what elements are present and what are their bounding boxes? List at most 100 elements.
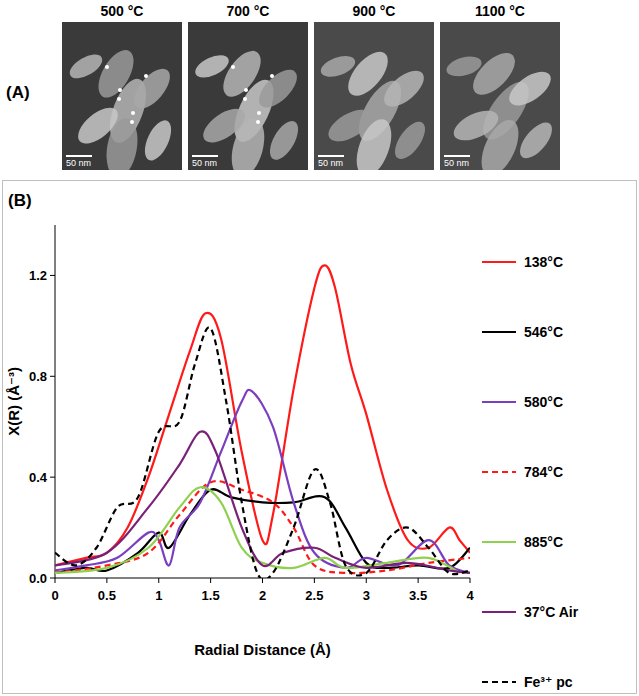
dot xyxy=(130,120,134,124)
panel-letter: (A) xyxy=(6,83,30,102)
particle xyxy=(350,115,398,170)
particle xyxy=(474,114,526,170)
dot xyxy=(231,65,235,69)
x-tick xyxy=(314,578,315,583)
image-title: 500 °C xyxy=(101,3,144,19)
series-line xyxy=(55,431,470,573)
image-title: 700 °C xyxy=(227,3,270,19)
scale-bar xyxy=(66,155,92,157)
plot-area xyxy=(55,265,470,578)
legend-label: 580°C xyxy=(524,394,563,410)
dot xyxy=(118,88,122,92)
x-tick xyxy=(366,578,367,583)
y-tick-label: 0.4 xyxy=(29,470,48,485)
dot xyxy=(257,111,261,115)
y-tick xyxy=(50,578,55,579)
scale-bar xyxy=(192,155,218,157)
particle xyxy=(444,53,483,79)
image-content xyxy=(318,45,431,170)
legend-label: 37°C Air xyxy=(524,604,579,620)
particle xyxy=(389,117,431,164)
legend-swatch xyxy=(482,331,516,333)
particle xyxy=(253,63,304,114)
legend-swatch xyxy=(482,471,516,473)
particle xyxy=(264,117,304,165)
particle xyxy=(102,116,142,170)
particle xyxy=(514,117,558,163)
image-content xyxy=(444,46,558,170)
series-line xyxy=(55,489,470,573)
y-tick-label: 0.0 xyxy=(29,571,47,586)
scale-bar xyxy=(444,155,470,157)
x-tick-label: 2.5 xyxy=(305,588,323,603)
y-tick-label: 1.2 xyxy=(29,268,47,283)
legend-label: 784°C xyxy=(524,464,563,480)
figure: (A) 500 °C 50 nm 700 °C 50 nm 900 °C 50 nm 1100… xyxy=(0,0,639,696)
x-tick-label: 2 xyxy=(259,588,266,603)
y-tick xyxy=(50,376,55,377)
legend-swatch xyxy=(482,541,516,543)
y-axis-title: X(R) (Å⁻³) xyxy=(5,367,22,436)
legend-label: 546°C xyxy=(524,324,563,340)
y-tick xyxy=(50,275,55,276)
image-title: 900 °C xyxy=(353,3,396,19)
particle xyxy=(318,52,358,81)
dot xyxy=(256,120,260,124)
scale-bar-label: 50 nm xyxy=(192,158,217,168)
dot xyxy=(270,74,274,78)
x-tick xyxy=(210,578,211,583)
x-tick-label: 4 xyxy=(466,588,474,603)
legend-label: 138°C xyxy=(524,254,563,270)
image-content xyxy=(192,45,304,170)
particle xyxy=(504,65,557,112)
image-title: 1100 °C xyxy=(475,3,525,19)
dot xyxy=(105,65,109,69)
legend-label: 885°C xyxy=(524,534,563,550)
particle xyxy=(139,116,176,164)
x-tick xyxy=(106,578,107,583)
legend-swatch xyxy=(482,261,516,263)
axes: 0.00.40.81.200.511.522.533.54Radial Dist… xyxy=(5,225,474,658)
particle xyxy=(192,51,232,82)
micrograph xyxy=(314,22,434,181)
legend-label: Fe³⁺ pc xyxy=(524,674,573,690)
x-tick xyxy=(418,578,419,583)
particle xyxy=(226,115,270,170)
micrograph xyxy=(440,22,560,181)
micrograph xyxy=(188,22,308,181)
y-tick xyxy=(50,477,55,478)
x-tick-label: 1 xyxy=(155,588,162,603)
panel-frame xyxy=(3,181,637,694)
dot xyxy=(244,88,248,92)
x-tick xyxy=(158,578,159,583)
particle xyxy=(128,63,177,115)
micrograph xyxy=(62,22,182,180)
y-axis xyxy=(55,225,56,578)
legend-swatch xyxy=(482,401,516,403)
x-tick-label: 0.5 xyxy=(98,588,116,603)
scale-bar-label: 50 nm xyxy=(318,158,343,168)
series-line xyxy=(55,390,470,573)
y-tick-label: 0.8 xyxy=(29,369,47,384)
particle xyxy=(66,50,106,83)
series-line xyxy=(55,265,470,565)
dot xyxy=(144,74,148,78)
x-tick-label: 3 xyxy=(363,588,370,603)
x-tick xyxy=(262,578,263,583)
x-axis-title: Radial Distance (Å) xyxy=(194,641,331,658)
image-content xyxy=(66,44,177,170)
dot xyxy=(131,111,135,115)
legend-swatch xyxy=(482,611,516,613)
scale-bar-label: 50 nm xyxy=(66,158,91,168)
legend-swatch xyxy=(482,681,516,683)
panel-letter: (B) xyxy=(8,191,32,210)
scale-bar xyxy=(318,155,344,157)
x-tick xyxy=(55,578,56,583)
dot xyxy=(117,97,121,101)
x-tick-label: 0 xyxy=(51,588,58,603)
scale-bar-label: 50 nm xyxy=(444,158,469,168)
x-tick-label: 3.5 xyxy=(409,588,427,603)
series-line xyxy=(55,327,470,578)
particle xyxy=(378,64,430,113)
dot xyxy=(243,97,247,101)
